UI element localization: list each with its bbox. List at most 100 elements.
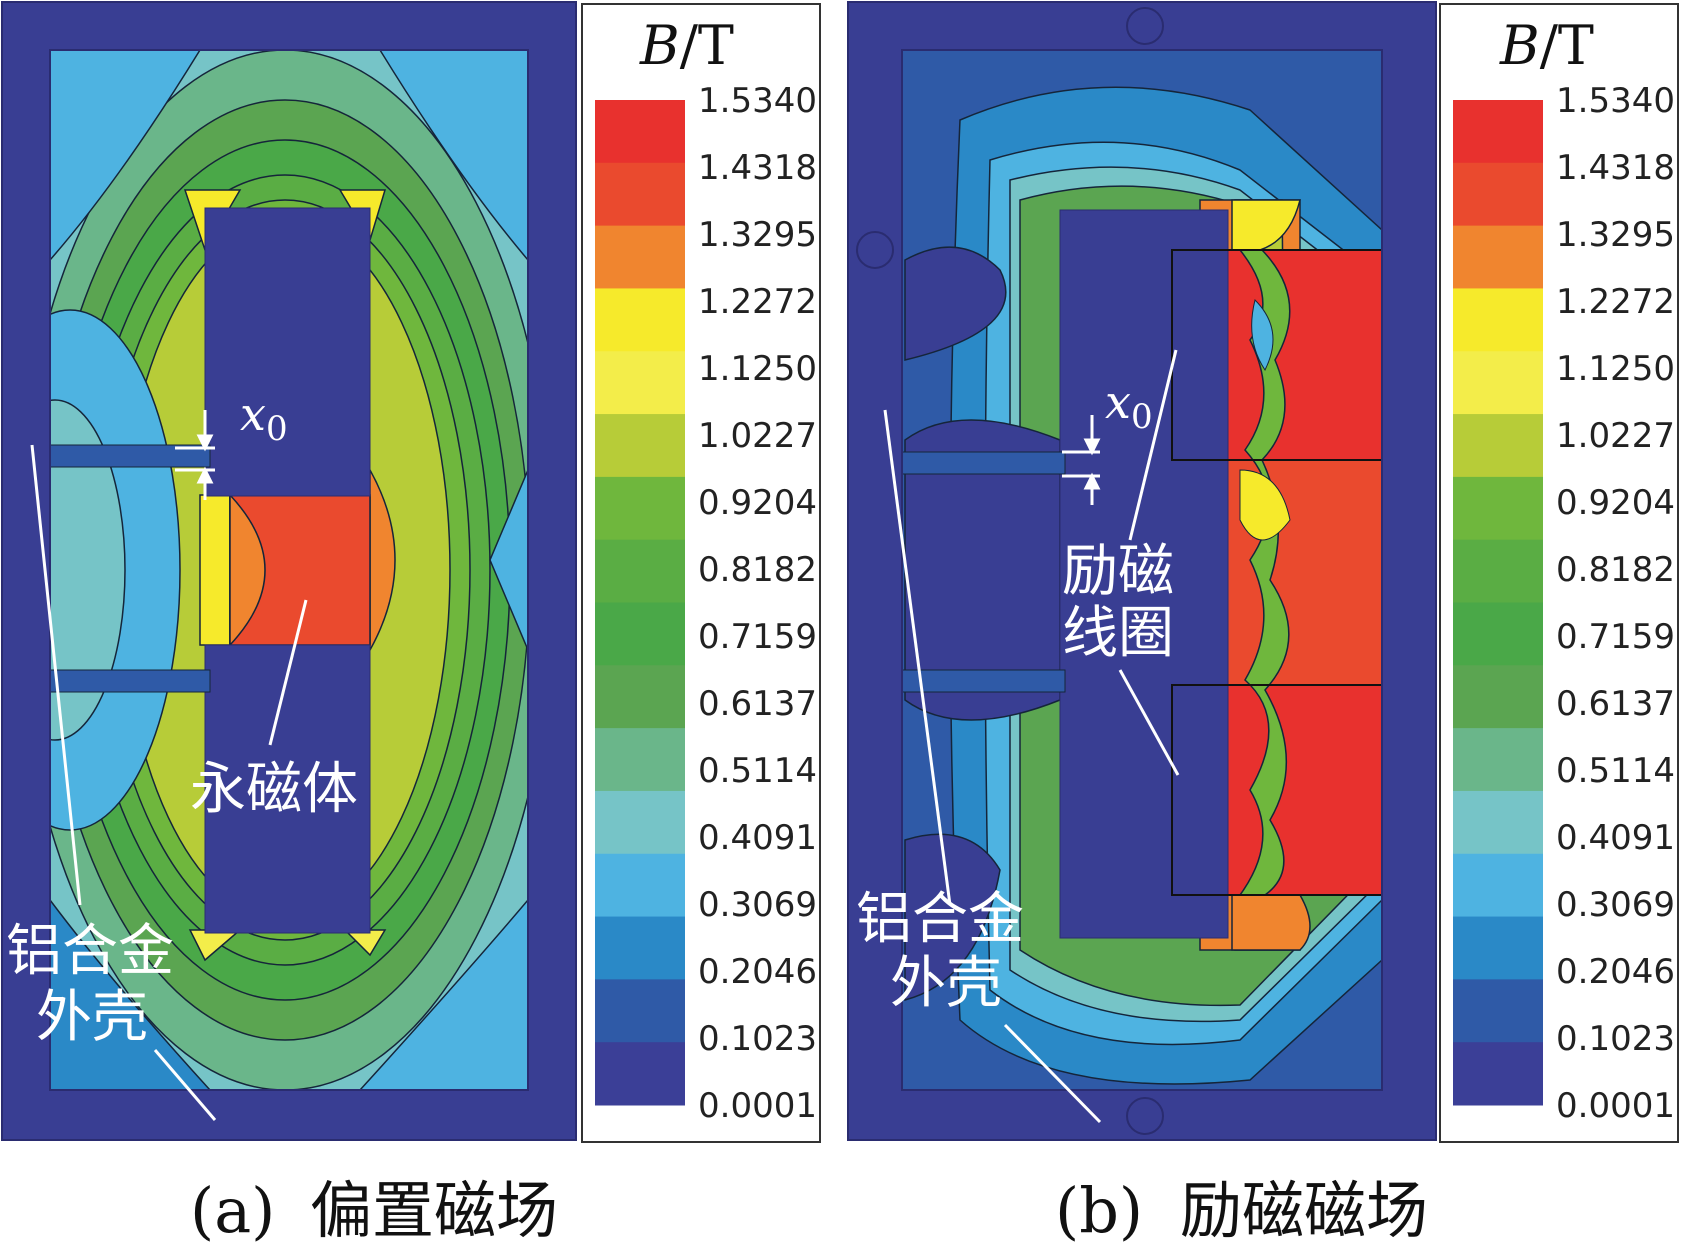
panel-a-colorbar-tick-label: 0.9204 [698,483,817,523]
panel-a-caption-text: 偏置磁场 [310,1174,558,1247]
panel-b-colorbar-tick-label: 0.2046 [1556,952,1675,992]
panel-a-colorbar-band [595,602,685,666]
panel-a-shell-leader-2 [153,1049,217,1121]
panel-b-colorbar-band [1453,665,1543,729]
panel-a-colorbar-band [595,225,685,289]
panel-b-colorbar-band [1453,351,1543,415]
panel-b-colorbar-band [1453,790,1543,855]
panel-b-colorbar-tick-label: 1.3295 [1556,215,1675,255]
panel-a-upper-arm [50,444,211,468]
panel-a-colorbar-tick-label: 1.5340 [698,81,817,121]
panel-b-coil-label-line1: 励磁 [1062,539,1174,604]
panel-a-colorbar-band [595,790,685,855]
panel-b-colorbar-tick-label: 0.1023 [1556,1019,1675,1059]
panel-b-colorbar-title: B/T [1499,14,1594,77]
panel-a-shell-leader-1 [30,444,82,906]
panel-b-colorbar-band [1453,225,1543,289]
panel-b-colorbar-tick-label: 0.6137 [1556,684,1675,724]
panel-b-caption: (b) 励磁磁场 [1055,1174,1428,1247]
panel-b-colorbar-tick-label: 0.7159 [1556,617,1675,657]
panel-a-colorbar-tick-label: 0.0001 [698,1086,817,1126]
panel-a-colorbar-tick-label: 0.7159 [698,617,817,657]
panel-b-shell-label-line2: 外壳 [890,951,1002,1016]
panel-a-colorbar-band [595,288,685,352]
panel-b-coil-leader-2 [1118,669,1180,776]
panel-b-lower-arm [902,669,1066,693]
panel-a-colorbar-band [595,1042,685,1106]
panel-a-colorbar-tick-label: 1.1250 [698,349,817,389]
panel-a-colorbar-band [595,100,685,164]
panel-a-colorbar-tick-label: 0.2046 [698,952,817,992]
panel-a-caption-label: (a) [190,1174,275,1247]
panel-a-magnet-leader [268,599,308,746]
panel-a-colorbar-tick-label: 0.5114 [698,751,817,791]
panel-b-upper-coil [1226,249,1382,461]
panel-a-colorbar-band [595,979,685,1043]
panel-a-colorbar-tick-label: 0.8182 [698,550,817,590]
panel-a-colorbar-bands: 1.5340 1.4318 1.3295 1.2272 1.1250 1.0227 0.92… [595,81,817,1126]
panel-a-colorbar: B/T 1.5340 1.4318 1.3295 1.2272 1.1250 1.0227… [581,3,821,1143]
panel-a-gap-marker [175,410,215,500]
panel-b-colorbar-tick-label: 1.0227 [1556,416,1675,456]
panel-b-colorbar-tick-label: 0.5114 [1556,751,1675,791]
panel-b-colorbar-band [1453,162,1543,227]
panel-a-colorbar-band [595,728,685,792]
panel-a-magnet-label: 永磁体 [190,757,358,822]
panel-a-colorbar-tick-label: 1.3295 [698,215,817,255]
panel-a-colorbar-band [595,916,685,980]
panel-b-colorbar-tick-label: 0.3069 [1556,885,1675,925]
panel-b-shell-leader-2 [1003,1023,1102,1124]
panel-b-colorbar-tick-label: 0.0001 [1556,1086,1675,1126]
panel-a-lower-arm [50,669,211,693]
panel-b-gap-label: x0 [1105,375,1153,437]
panel-b-colorbar-tick-label: 1.1250 [1556,349,1675,389]
panel-a-colorbar-band [595,853,685,918]
panel-b-colorbar-band [1453,728,1543,792]
panel-a-colorbar-band [595,665,685,729]
panel-b-colorbar-band [1453,539,1543,603]
panel-b-caption-label: (b) [1055,1174,1143,1247]
panel-a-upper-pole [204,207,371,497]
panel-b-caption-text: 励磁磁场 [1180,1174,1428,1247]
panel-a-lower-pole [204,644,371,934]
panel-b-field-plot: x0 励磁 线圈 铝合金 外壳 [847,1,1437,1141]
panel-b-colorbar-band [1453,100,1543,164]
panel-a-colorbar-band [595,414,685,478]
panel-a-colorbar-tick-label: 1.2272 [698,282,817,322]
panel-b-shell-label-line1: 铝合金 [856,887,1024,952]
panel-b-colorbar-tick-label: 1.4318 [1556,148,1675,188]
panel-a-shell-label-line2: 外壳 [36,985,148,1050]
panel-b-colorbar-band [1453,853,1543,918]
panel-a-colorbar-band [595,476,685,541]
panel-a-field-plot: x0 永磁体 铝合金 外壳 [1,1,577,1141]
panel-b-coil-label-line2: 线圈 [1062,601,1174,666]
panel-b-colorbar-tick-label: 0.8182 [1556,550,1675,590]
panel-b-colorbar-tick-label: 0.9204 [1556,483,1675,523]
panel-b-colorbar-band [1453,288,1543,352]
panel-b-colorbar-band [1453,414,1543,478]
panel-b-colorbar-band [1453,476,1543,541]
panel-b-colorbar-band [1453,979,1543,1043]
panel-a-colorbar-tick-label: 1.0227 [698,416,817,456]
panel-b-colorbar-band [1453,602,1543,666]
panel-b-colorbar-band [1453,1042,1543,1106]
panel-a-colorbar-tick-label: 1.4318 [698,148,817,188]
panel-a-shell-label-line1: 铝合金 [6,919,174,984]
panel-a-caption: (a) 偏置磁场 [190,1174,558,1247]
panel-b-colorbar-band [1453,916,1543,980]
panel-b-upper-arm [902,451,1066,475]
panel-a-gap-label: x0 [240,387,288,449]
panel-b-colorbar-bands: 1.5340 1.4318 1.3295 1.2272 1.1250 1.0227 0.92… [1453,81,1675,1126]
panel-b-colorbar-tick-label: 1.5340 [1556,81,1675,121]
panel-a-colorbar-band [595,351,685,415]
panel-b-shell-leader-1 [883,409,952,906]
panel-a-colorbar-band [595,162,685,227]
panel-a-colorbar-tick-label: 0.3069 [698,885,817,925]
panel-b-coil-leader-1 [1128,349,1178,541]
panel-a-colorbar-tick-label: 0.1023 [698,1019,817,1059]
panel-a-colorbar-tick-label: 0.4091 [698,818,817,858]
panel-b-colorbar-tick-label: 0.4091 [1556,818,1675,858]
panel-b-gap-marker [1062,415,1101,505]
panel-b-colorbar-tick-label: 1.2272 [1556,282,1675,322]
